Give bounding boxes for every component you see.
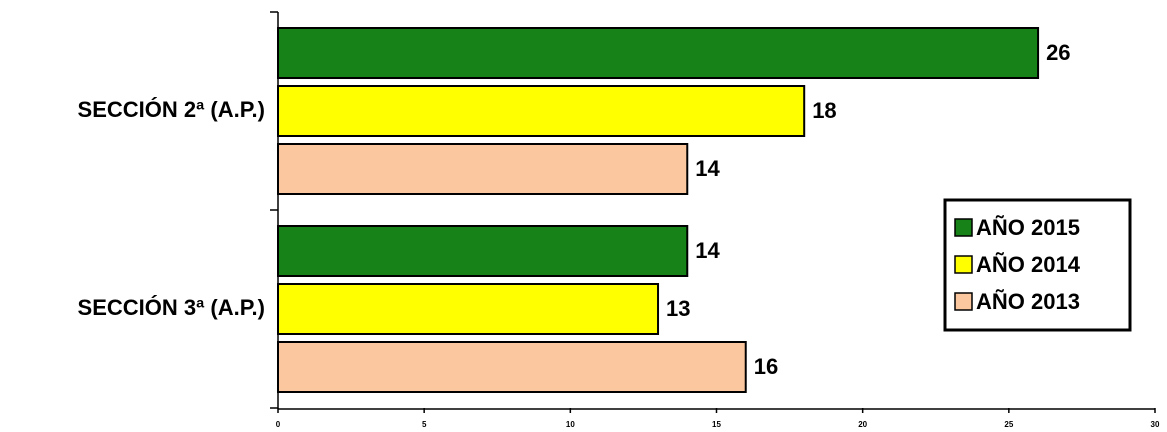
bar <box>277 225 689 277</box>
bar <box>277 143 689 195</box>
legend-swatch <box>954 292 973 311</box>
y-tick-label: SECCIÓN 3ª (A.P.) <box>78 295 265 320</box>
data-label: 14 <box>695 238 720 263</box>
x-tick-label: 5 <box>422 420 427 429</box>
x-tick-label: 30 <box>1151 420 1160 429</box>
x-tick-label: 10 <box>566 420 575 429</box>
bar <box>277 27 1040 79</box>
legend <box>943 198 1132 332</box>
data-label: 13 <box>666 296 690 321</box>
data-label: 14 <box>695 156 720 181</box>
bar <box>277 85 806 137</box>
x-tick-label: 0 <box>276 420 281 429</box>
data-label: 26 <box>1046 40 1070 65</box>
legend-label: AÑO 2013 <box>976 289 1080 314</box>
bar <box>277 341 747 393</box>
x-tick-label: 15 <box>712 420 721 429</box>
bar <box>277 283 660 335</box>
x-tick-label: 20 <box>858 420 867 429</box>
y-tick-label: SECCIÓN 2ª (A.P.) <box>78 97 265 122</box>
x-tick-label: 25 <box>1004 420 1013 429</box>
legend-swatch <box>954 255 973 274</box>
legend-label: AÑO 2014 <box>976 252 1081 277</box>
data-label: 18 <box>812 98 836 123</box>
legend-swatch <box>954 218 973 237</box>
legend-label: AÑO 2015 <box>976 215 1080 240</box>
data-label: 16 <box>754 354 778 379</box>
